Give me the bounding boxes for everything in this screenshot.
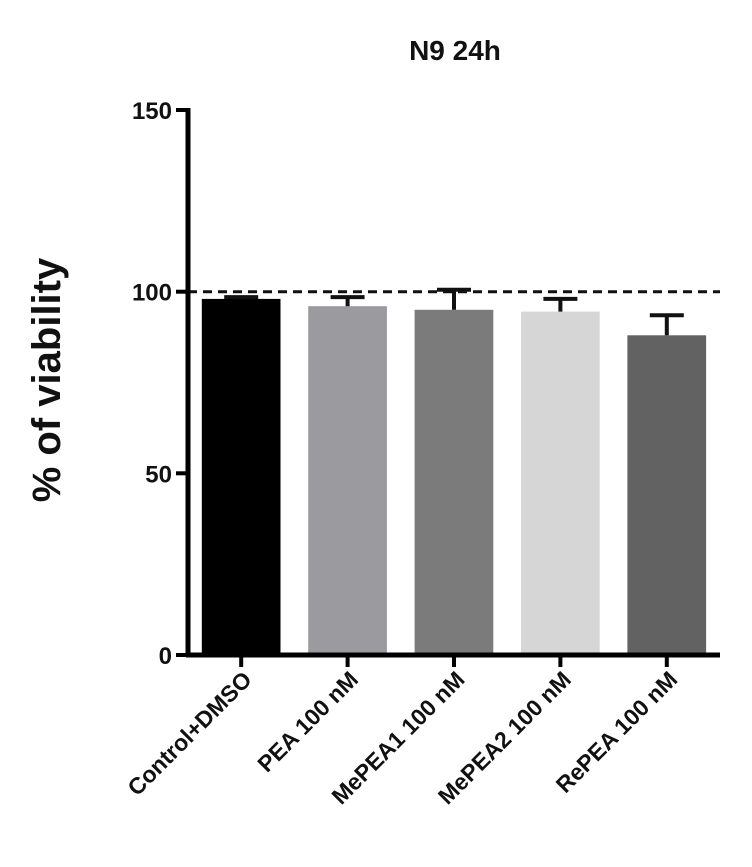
bar (201, 298, 281, 655)
chart-title: N9 24h (409, 35, 501, 66)
error-bars-layer (224, 287, 684, 336)
y-tick-label: 100 (132, 280, 172, 307)
y-tick-label: 150 (132, 98, 172, 125)
bar (414, 309, 494, 655)
y-axis-label: % of viability (25, 257, 69, 502)
bar (627, 335, 707, 655)
bar (308, 306, 387, 655)
bar (521, 311, 600, 655)
x-category-label: PEA 100 nM (252, 666, 363, 777)
y-tick-label: 50 (145, 461, 172, 488)
y-ticks: 0 50 100 150 (132, 98, 188, 670)
x-category-label: Control+DMSO (122, 666, 256, 800)
y-tick-label: 0 (159, 643, 172, 670)
bars-layer (201, 298, 707, 655)
